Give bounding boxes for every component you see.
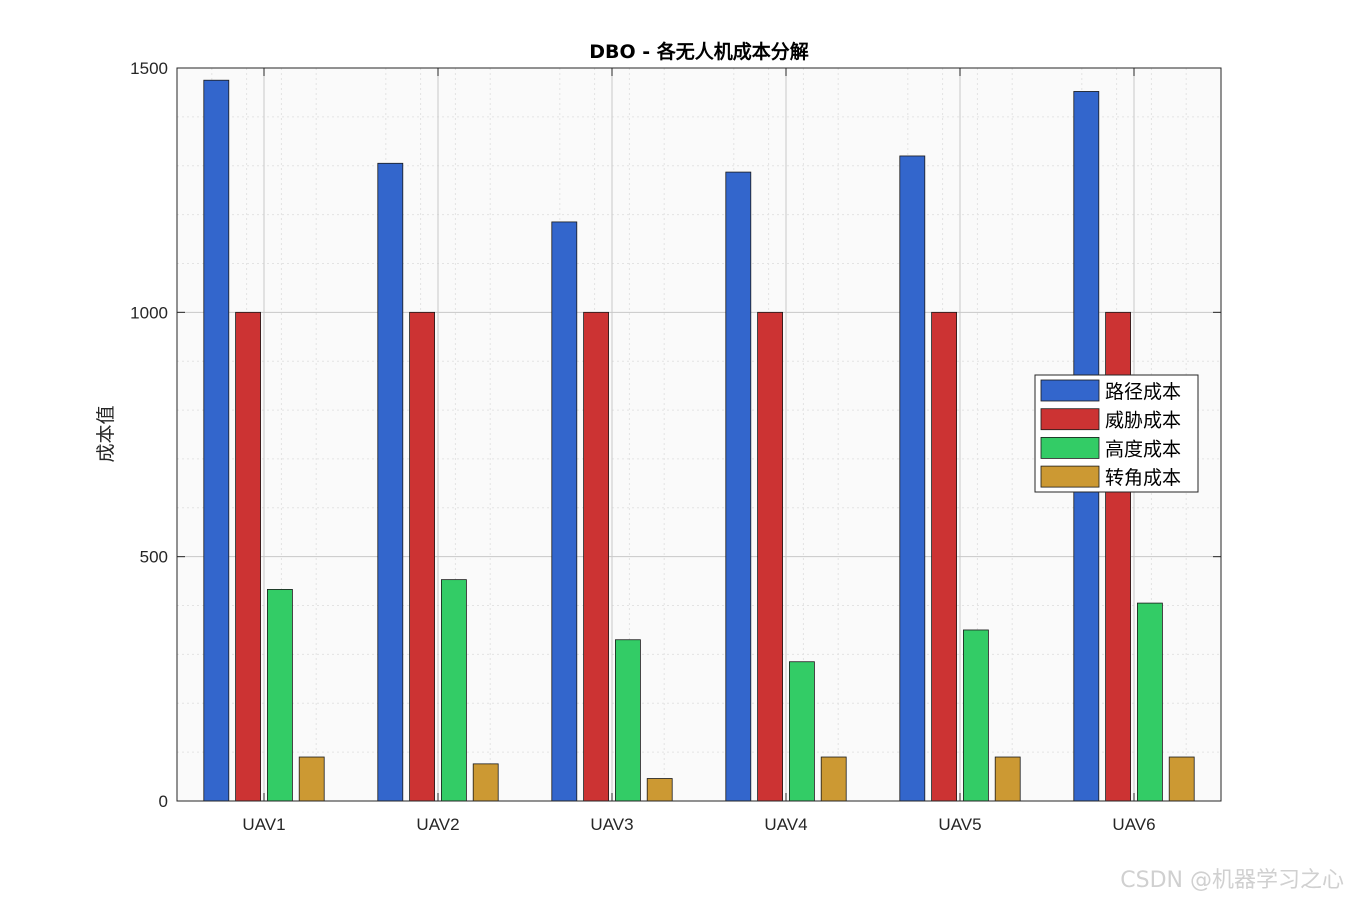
bar-uav4-series-4 <box>820 756 847 802</box>
bar-uav3-series-4 <box>646 778 673 802</box>
x-axis: UAV1 UAV2 UAV3 UAV4 UAV5 UAV6 <box>242 68 1156 834</box>
legend-swatch <box>1040 465 1100 488</box>
y-tick-label: 1500 <box>130 59 168 78</box>
bar-uav6-series-3 <box>1137 602 1163 802</box>
bar-uav2-series-1 <box>377 162 404 802</box>
x-tick-label: UAV4 <box>764 815 807 834</box>
bar-uav2-series-2 <box>409 311 436 802</box>
legend-label: 转角成本 <box>1105 467 1181 489</box>
y-axis: 0 500 1000 1500 <box>130 59 1221 811</box>
bar-uav5-series-3 <box>963 629 989 802</box>
x-tick-label: UAV1 <box>242 815 285 834</box>
bar-uav2-series-3 <box>440 579 467 802</box>
bar-uav3-series-1 <box>551 221 578 802</box>
bar-uav4-series-2 <box>757 311 783 802</box>
bar-uav4-series-3 <box>789 661 815 802</box>
bar-uav5-series-4 <box>994 756 1021 802</box>
bar-uav4-series-1 <box>725 171 752 802</box>
legend-label: 高度成本 <box>1105 438 1181 460</box>
watermark: CSDN @机器学习之心 <box>1120 868 1344 893</box>
legend-swatch <box>1040 436 1100 459</box>
x-tick-label: UAV5 <box>938 815 981 834</box>
y-tick-label: 500 <box>140 548 168 567</box>
legend-label: 路径成本 <box>1105 381 1181 403</box>
bar-uav1-series-1 <box>203 79 230 802</box>
bar-uav5-series-1 <box>899 155 926 802</box>
x-tick-label: UAV3 <box>590 815 633 834</box>
y-tick-label: 0 <box>159 792 168 811</box>
bar-uav6-series-4 <box>1168 756 1195 802</box>
chart-title: DBO - 各无人机成本分解 <box>589 40 809 63</box>
bar-uav1-series-2 <box>235 311 262 802</box>
y-tick-label: 1000 <box>130 303 168 322</box>
y-axis-label: 成本值 <box>95 405 117 462</box>
bar-uav1-series-3 <box>266 589 293 802</box>
bar-uav1-series-4 <box>298 756 325 802</box>
legend-swatch <box>1040 379 1100 402</box>
bar-uav3-series-2 <box>583 311 609 802</box>
x-tick-label: UAV6 <box>1112 815 1155 834</box>
bar-uav2-series-4 <box>472 763 499 802</box>
bar-uav3-series-3 <box>615 639 641 802</box>
legend-label: 威胁成本 <box>1105 410 1181 432</box>
bar-uav5-series-2 <box>931 311 957 802</box>
legend-swatch <box>1040 408 1100 431</box>
x-tick-label: UAV2 <box>416 815 459 834</box>
plot-frame <box>176 67 1222 802</box>
